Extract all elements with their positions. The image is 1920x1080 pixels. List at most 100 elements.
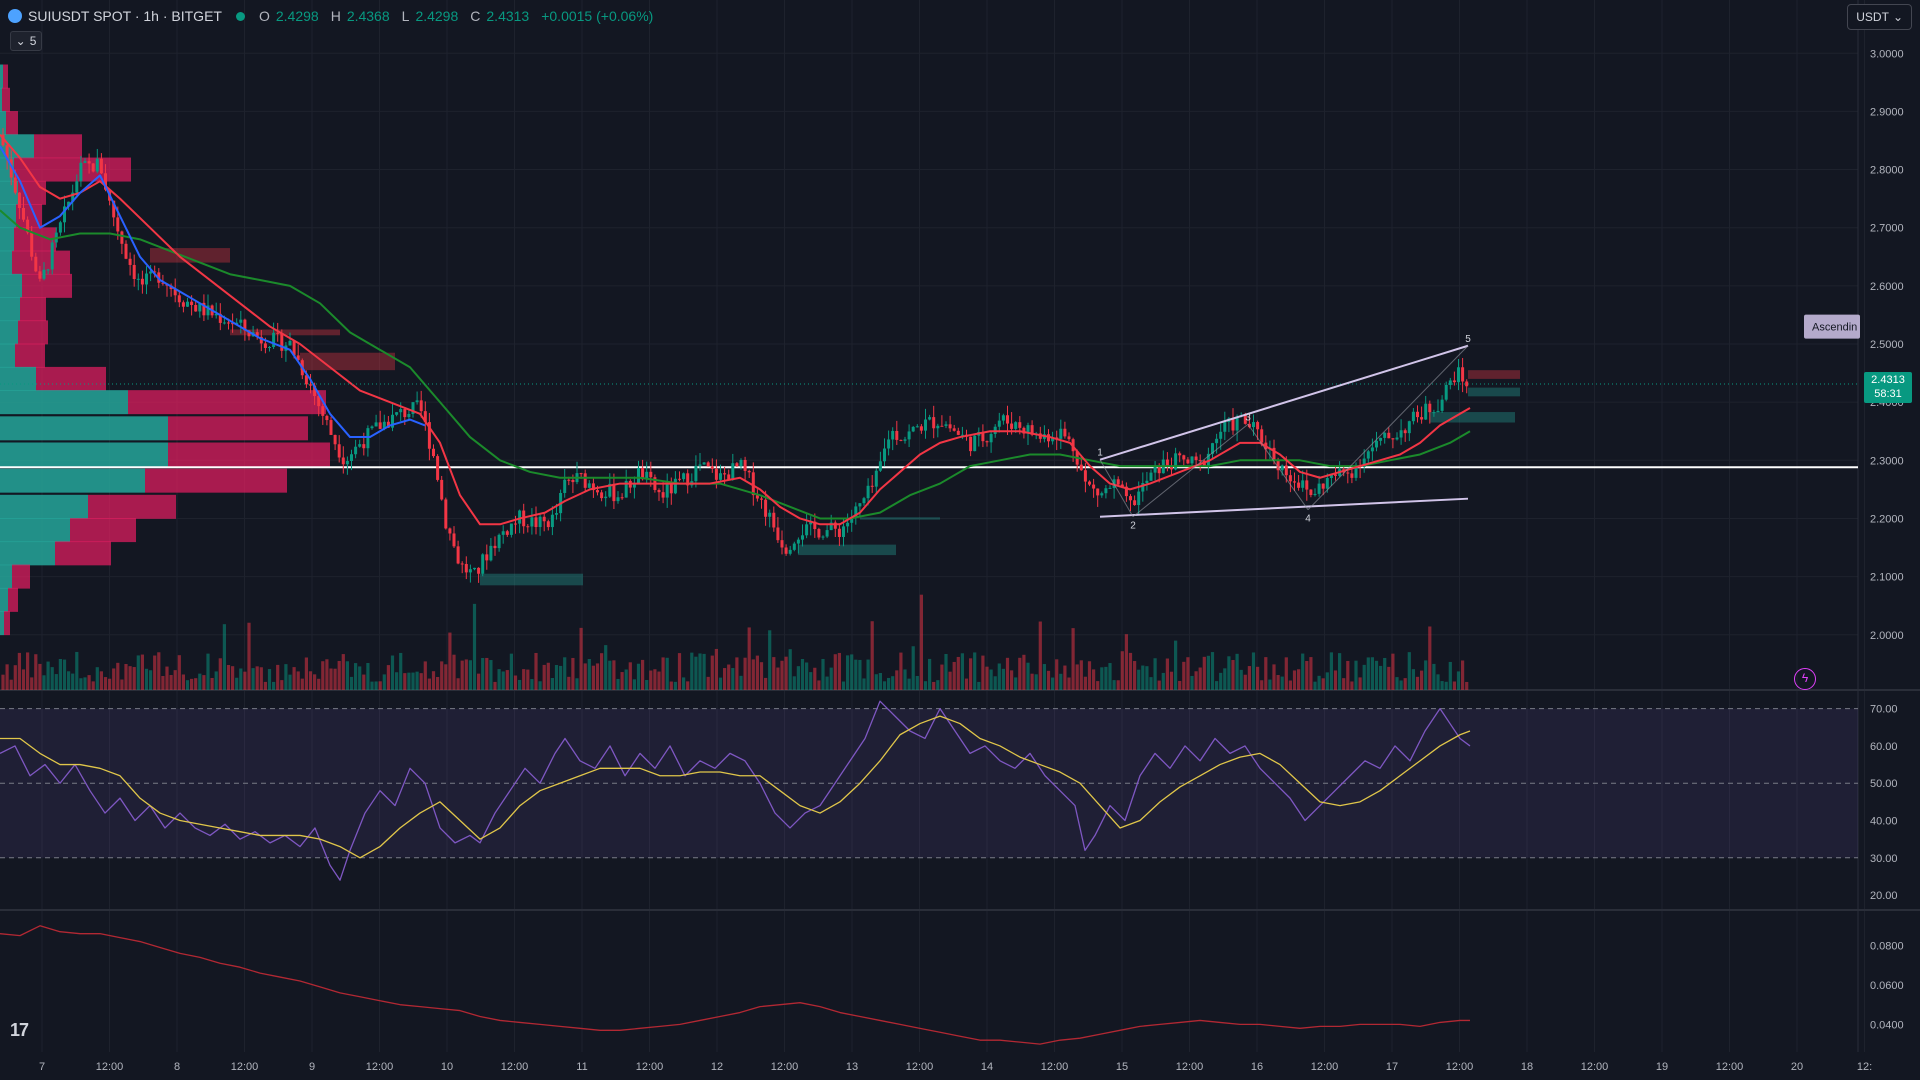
chart-header: SUIUSDT SPOT · 1h · BITGET O 2.4298 H 2.43…: [8, 6, 659, 26]
volume-bar: [46, 661, 50, 690]
candle-body: [534, 517, 538, 528]
volume-bar: [928, 658, 932, 690]
candle-body: [760, 498, 763, 500]
candle-body: [1243, 415, 1247, 424]
volume-bar: [944, 654, 948, 690]
collapse-indicators-button[interactable]: ⌄ 5: [10, 31, 42, 51]
volume-bar: [304, 657, 308, 690]
candle-body: [1149, 472, 1153, 481]
candle-body: [600, 492, 604, 499]
chevron-down-icon: ⌄: [15, 34, 26, 48]
candle-body: [255, 332, 259, 337]
profile-buy-bar: [0, 111, 6, 136]
volume-bar: [1329, 652, 1333, 690]
volume-bar: [493, 681, 497, 690]
candle-body: [1411, 411, 1415, 422]
currency-select[interactable]: USDT ⌄: [1847, 4, 1912, 30]
candle-body: [768, 512, 772, 517]
candle-body: [403, 409, 407, 418]
ascending-wedge-drawing[interactable]: 1 2 3 4 5 Ascendin: [1097, 314, 1860, 532]
lightning-icon[interactable]: ϟ: [1794, 668, 1816, 690]
volume-bar: [1079, 660, 1083, 690]
time-axis-label: 12:00: [96, 1061, 124, 1073]
volatility-line: [0, 925, 1470, 1045]
candle-body: [1383, 432, 1387, 438]
volume-bar: [1465, 681, 1469, 690]
candle-body: [809, 521, 813, 525]
rsi-axis-label: 70.00: [1870, 704, 1898, 716]
candle-body: [514, 523, 517, 525]
profile-sell-bar: [22, 273, 72, 298]
volume-bar: [1370, 657, 1374, 690]
volume-bar: [181, 674, 185, 690]
candle-body: [222, 322, 226, 324]
candle-body: [17, 192, 21, 209]
candle-body: [1231, 418, 1235, 431]
rsi-axis-label: 60.00: [1870, 741, 1898, 753]
candle-body: [915, 426, 919, 428]
candle-body: [382, 421, 386, 429]
volume-bar: [9, 679, 13, 690]
candle-body: [936, 425, 940, 429]
candle-body: [1399, 430, 1403, 438]
profile-sell-bar: [128, 390, 326, 415]
volume-bar: [653, 669, 657, 690]
volume-bar: [1407, 652, 1411, 690]
candle-body: [1170, 466, 1173, 470]
volume-bar: [932, 681, 936, 690]
candle-body: [268, 347, 271, 349]
candle-body: [1223, 422, 1227, 432]
candle-body: [91, 163, 95, 172]
market-status-icon: [235, 11, 245, 21]
candle-body: [649, 471, 653, 478]
volatility-axis-label: 0.0800: [1870, 941, 1904, 953]
volume-bar: [243, 671, 247, 690]
volume-bar: [440, 661, 444, 690]
volume-bar: [1104, 666, 1108, 690]
volatility-axis-label: 0.0600: [1870, 980, 1904, 992]
volume-bar: [1268, 679, 1272, 690]
zone-box: [1430, 412, 1515, 423]
volume-bar: [891, 676, 895, 690]
volume-profile: [0, 64, 330, 636]
candle-body: [120, 231, 124, 244]
symbol-title[interactable]: SUIUSDT SPOT · 1h · BITGET: [28, 8, 222, 24]
volume-bar: [382, 674, 386, 690]
volume-bar: [563, 657, 567, 690]
volume-bar: [641, 659, 645, 690]
candle-body: [407, 413, 411, 418]
volume-bar: [567, 676, 571, 690]
zone-box: [1468, 370, 1520, 379]
volume-bar: [878, 672, 882, 690]
candle-body: [1051, 437, 1055, 442]
volume-bar: [1264, 657, 1268, 690]
profile-buy-bar: [0, 494, 88, 519]
candle-body: [1120, 484, 1124, 487]
volume-bar: [1075, 664, 1079, 690]
volume-bar: [554, 665, 559, 690]
candle-body: [386, 421, 390, 428]
volume-bar: [325, 659, 329, 690]
candle-body: [550, 514, 554, 528]
volume-bar: [895, 670, 899, 690]
volume-bar: [1042, 664, 1046, 690]
volume-bar: [210, 677, 214, 690]
zone-box: [150, 248, 230, 263]
volume-bar: [624, 669, 628, 690]
candle-body: [1256, 422, 1260, 430]
candle-body: [132, 264, 136, 279]
candle-body: [95, 158, 99, 172]
profile-sell-bar: [18, 180, 46, 205]
candle-body: [1403, 430, 1407, 434]
candle-body: [960, 434, 964, 436]
candle-body: [567, 479, 571, 481]
candle-body: [837, 528, 841, 537]
volume-bar: [665, 657, 669, 690]
volume-bar: [436, 676, 440, 690]
volume-bar: [727, 664, 731, 690]
ema-mid-line: [0, 134, 1471, 526]
volume-bar: [686, 681, 690, 690]
candle-body: [198, 302, 202, 312]
candle-body: [1317, 483, 1321, 494]
